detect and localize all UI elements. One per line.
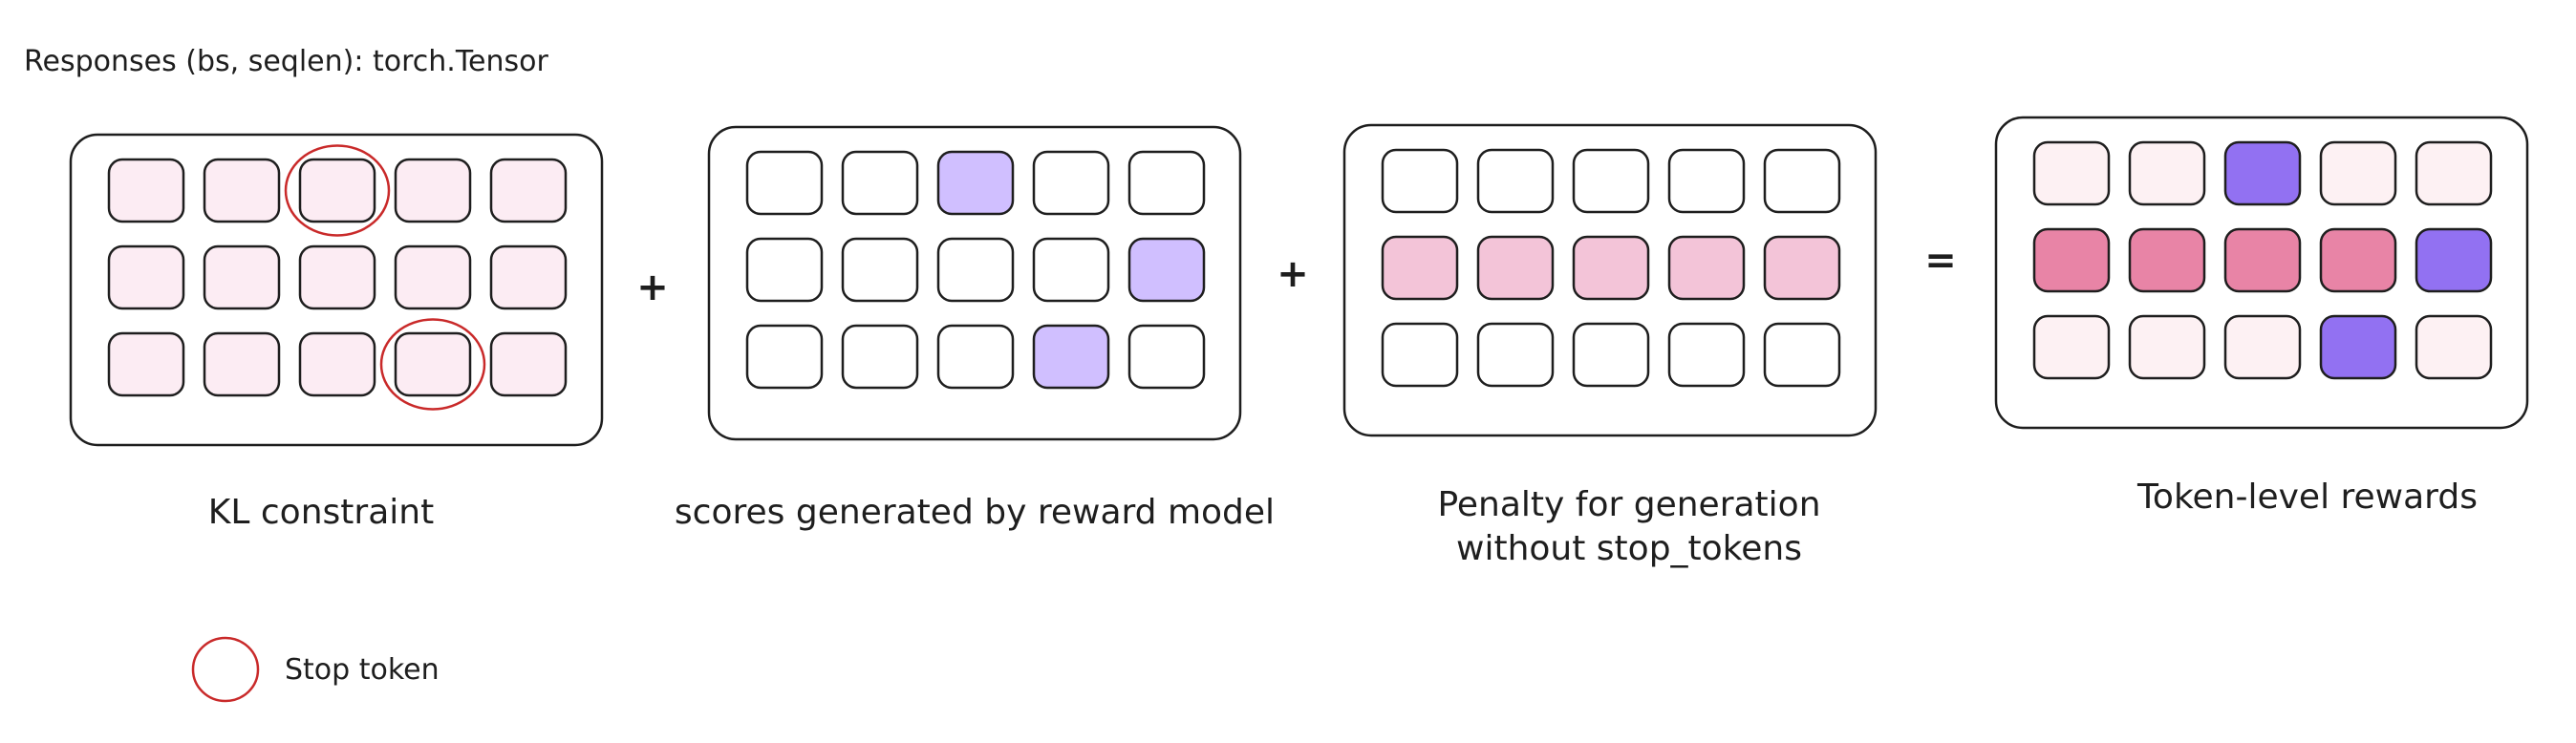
token-cell	[394, 158, 472, 223]
token-cell	[2032, 314, 2111, 380]
token-cell	[841, 237, 919, 303]
token-cell	[841, 324, 919, 390]
token-cell	[745, 237, 824, 303]
token-cell	[2415, 314, 2493, 380]
token-cell	[1476, 148, 1555, 214]
token-cell	[298, 331, 376, 397]
token-cell	[107, 331, 185, 397]
legend: Stop token	[191, 636, 440, 703]
token-cell	[936, 237, 1015, 303]
legend-label: Stop token	[285, 653, 440, 687]
token-cell	[2223, 140, 2302, 206]
token-cell	[107, 244, 185, 310]
token-cell	[1763, 148, 1841, 214]
token-cell	[2032, 227, 2111, 293]
token-cell	[1127, 324, 1206, 390]
token-cell	[1381, 235, 1459, 301]
token-cell	[2415, 140, 2493, 206]
token-cell	[203, 331, 281, 397]
panel-token-level-rewards	[1994, 116, 2529, 430]
equals-operator: =	[1924, 239, 1957, 283]
token-cell	[1572, 322, 1650, 388]
panel-kl-constraint	[69, 133, 604, 447]
token-cell	[489, 244, 568, 310]
token-cell	[203, 244, 281, 310]
token-cell	[1381, 148, 1459, 214]
token-cell	[2128, 227, 2206, 293]
stop-token-marker	[284, 144, 391, 237]
token-cell	[298, 158, 376, 223]
panel-frame	[707, 125, 1242, 441]
token-cell	[1476, 322, 1555, 388]
token-cell	[1032, 237, 1110, 303]
plus-operator: +	[1277, 252, 1309, 296]
token-cell	[489, 331, 568, 397]
token-cell	[1763, 235, 1841, 301]
panel-frame	[1342, 123, 1878, 437]
token-cell	[203, 158, 281, 223]
panel-frame	[1994, 116, 2529, 430]
token-cell	[2128, 140, 2206, 206]
token-cell	[1667, 235, 1746, 301]
token-cell	[1763, 322, 1841, 388]
token-cell	[1572, 235, 1650, 301]
plus-operator: +	[636, 265, 669, 309]
token-cell	[1127, 150, 1206, 216]
token-cell	[2128, 314, 2206, 380]
token-cell	[2032, 140, 2111, 206]
token-cell	[394, 331, 472, 397]
token-cell	[2319, 140, 2397, 206]
panel-reward-scores	[707, 125, 1242, 441]
token-cell	[298, 244, 376, 310]
token-cell	[1476, 235, 1555, 301]
panel-caption: Token-level rewards	[2136, 478, 2478, 517]
token-cell	[2415, 227, 2493, 293]
token-cell	[745, 150, 824, 216]
token-cell	[936, 324, 1015, 390]
token-cell	[1127, 237, 1206, 303]
token-cell	[1032, 324, 1110, 390]
token-cell	[394, 244, 472, 310]
panel-stop-penalty	[1342, 123, 1878, 437]
token-cell	[1667, 148, 1746, 214]
panel-caption: Penalty for generation	[1437, 485, 1820, 524]
token-cell	[1667, 322, 1746, 388]
panel-caption: scores generated by reward model	[675, 493, 1275, 532]
token-cell	[936, 150, 1015, 216]
token-cell	[2319, 314, 2397, 380]
token-cell	[107, 158, 185, 223]
token-cell	[2319, 227, 2397, 293]
token-cell	[2223, 227, 2302, 293]
stop-token-marker	[379, 318, 486, 411]
token-cell	[841, 150, 919, 216]
token-cell	[489, 158, 568, 223]
token-cell	[1032, 150, 1110, 216]
panel-caption: without stop_tokens	[1456, 529, 1802, 568]
token-cell	[2223, 314, 2302, 380]
token-cell	[1381, 322, 1459, 388]
stop-token-legend-icon	[191, 636, 260, 703]
token-cell	[1572, 148, 1650, 214]
panel-caption: KL constraint	[208, 493, 434, 532]
header-title: Responses (bs, seqlen): torch.Tensor	[24, 45, 548, 78]
token-cell	[745, 324, 824, 390]
panel-frame	[69, 133, 604, 447]
